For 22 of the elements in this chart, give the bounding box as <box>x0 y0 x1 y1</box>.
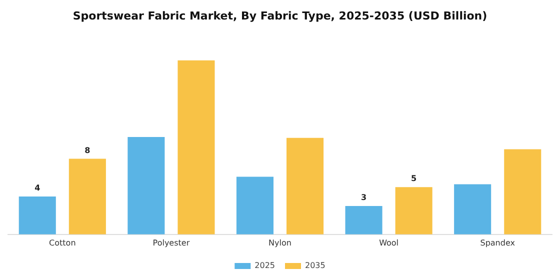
data-label: 3 <box>360 193 367 202</box>
bar <box>18 196 56 234</box>
bar <box>236 176 274 234</box>
chart-title: Sportswear Fabric Market, By Fabric Type, 2025-2035 (USD Billion) <box>72 9 488 22</box>
data-label: 8 <box>84 146 91 155</box>
bar <box>345 206 382 234</box>
x-tick-label: Wool <box>379 238 399 248</box>
bar <box>395 187 432 234</box>
x-tick-label: Nylon <box>268 238 292 248</box>
bar <box>286 138 324 234</box>
bar <box>68 158 106 234</box>
data-label: 4 <box>34 184 41 193</box>
legend-label: 2035 <box>305 261 326 270</box>
bar <box>128 136 165 234</box>
bar <box>178 60 215 234</box>
x-tick-label: Spandex <box>480 238 516 248</box>
bar <box>504 149 542 234</box>
bar <box>454 184 492 234</box>
x-tick-label: Cotton <box>49 238 76 248</box>
legend-label: 2025 <box>254 261 275 270</box>
x-tick-label: Polyester <box>152 238 190 248</box>
data-label: 5 <box>411 174 418 184</box>
